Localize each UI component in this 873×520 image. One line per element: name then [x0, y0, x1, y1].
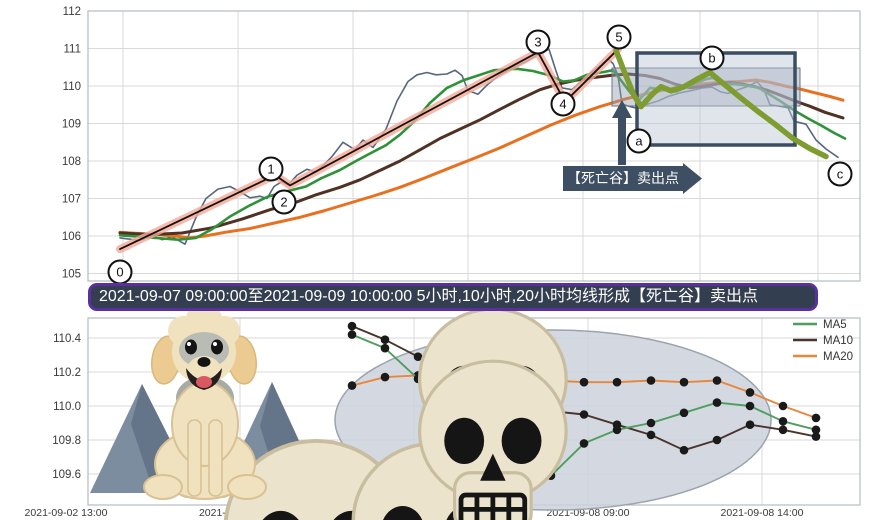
- top-series-MA20: [118, 78, 845, 240]
- bottom-y-tick-label: 109.6: [52, 469, 81, 481]
- data-point-dot: [745, 420, 755, 430]
- sell-point-callout: 【死亡谷】卖出点: [563, 166, 683, 191]
- point-marker-4: 4: [550, 91, 576, 117]
- data-point-dot: [579, 377, 589, 387]
- top-series-trend_0_to_5: [119, 48, 619, 251]
- data-point-dot: [778, 425, 788, 435]
- poodle-illustration: [90, 303, 515, 520]
- point-marker-label: b: [708, 51, 715, 66]
- point-marker-1: 1: [258, 156, 284, 182]
- data-point-dot: [612, 377, 622, 387]
- bottom-y-tick-label: 110.0: [53, 401, 81, 413]
- data-point-dot: [347, 381, 357, 390]
- data-point-dot: [811, 432, 821, 441]
- data-point-dot: [712, 435, 722, 445]
- top-chart: 105 106 107 108 109 110 111 112 0 1 2 3 4 5 a b c: [62, 6, 861, 285]
- up-arrow-icon: [612, 100, 632, 165]
- legend-label-MA20: MA20: [823, 351, 853, 363]
- bottom-y-tick-label: 110.4: [53, 333, 82, 345]
- bottom-y-tick-label: 110.2: [53, 367, 81, 379]
- top-y-tick-label: 107: [62, 194, 81, 206]
- point-marker-label: 4: [559, 97, 566, 112]
- point-marker-0: 0: [107, 259, 133, 285]
- data-point-dot: [646, 430, 656, 440]
- legend-label-MA10: MA10: [823, 335, 853, 347]
- point-marker-label: 1: [267, 162, 274, 177]
- point-marker-b: b: [699, 45, 725, 71]
- data-point-dot: [778, 401, 788, 411]
- data-point-dot: [347, 321, 357, 331]
- data-point-dot: [380, 343, 390, 353]
- data-point-dot: [745, 388, 755, 397]
- data-point-dot: [679, 408, 689, 418]
- top-y-tick-label: 106: [62, 231, 81, 243]
- poodle-dog: [143, 303, 267, 500]
- top-series-death_valley_a_to_c: [613, 47, 829, 160]
- point-marker-c: c: [827, 161, 853, 187]
- point-marker-label: 5: [615, 30, 622, 45]
- point-marker-label: c: [837, 167, 844, 182]
- period-annotation-banner: 2021-09-07 09:00:00至2021-09-09 10:00:00 …: [88, 283, 818, 311]
- data-point-dot: [679, 445, 689, 455]
- data-point-dot: [646, 376, 656, 385]
- callout-arrow-tip: [683, 163, 702, 194]
- legend-label-MA5: MA5: [823, 319, 847, 331]
- x-tick-label: 2021-09-02 13:00: [25, 507, 108, 519]
- data-point-dot: [579, 439, 589, 448]
- point-marker-label: 2: [280, 195, 287, 210]
- data-point-dot: [811, 413, 821, 423]
- point-marker-label: 3: [534, 35, 541, 50]
- top-y-tick-label: 111: [64, 44, 81, 56]
- data-point-dot: [646, 418, 656, 428]
- data-point-dot: [380, 372, 390, 382]
- top-y-tick-label: 109: [62, 119, 81, 131]
- data-point-dot: [347, 330, 357, 339]
- data-point-dot: [712, 376, 722, 385]
- point-marker-label: 0: [116, 265, 123, 280]
- top-y-tick-label: 105: [62, 269, 81, 281]
- point-marker-5: 5: [606, 24, 632, 50]
- bottom-y-tick-label: 109.8: [52, 435, 81, 447]
- top-y-tick-label: 110: [63, 81, 81, 93]
- data-point-dot: [712, 398, 722, 407]
- data-point-dot: [778, 417, 788, 426]
- point-marker-a: a: [626, 128, 652, 154]
- x-tick-label: 2021-09-08 14:00: [721, 507, 804, 519]
- data-point-dot: [579, 410, 589, 419]
- data-point-dot: [679, 377, 689, 387]
- point-marker-label: a: [635, 134, 643, 149]
- data-point-dot: [380, 335, 390, 345]
- point-marker-2: 2: [271, 189, 297, 215]
- top-y-tick-label: 112: [63, 6, 81, 18]
- data-point-dot: [612, 425, 622, 435]
- data-point-dot: [745, 401, 755, 411]
- top-y-tick-label: 108: [62, 156, 81, 168]
- data-point-dot: [811, 425, 821, 435]
- data-point-dot: [413, 352, 423, 362]
- point-marker-3: 3: [525, 29, 551, 55]
